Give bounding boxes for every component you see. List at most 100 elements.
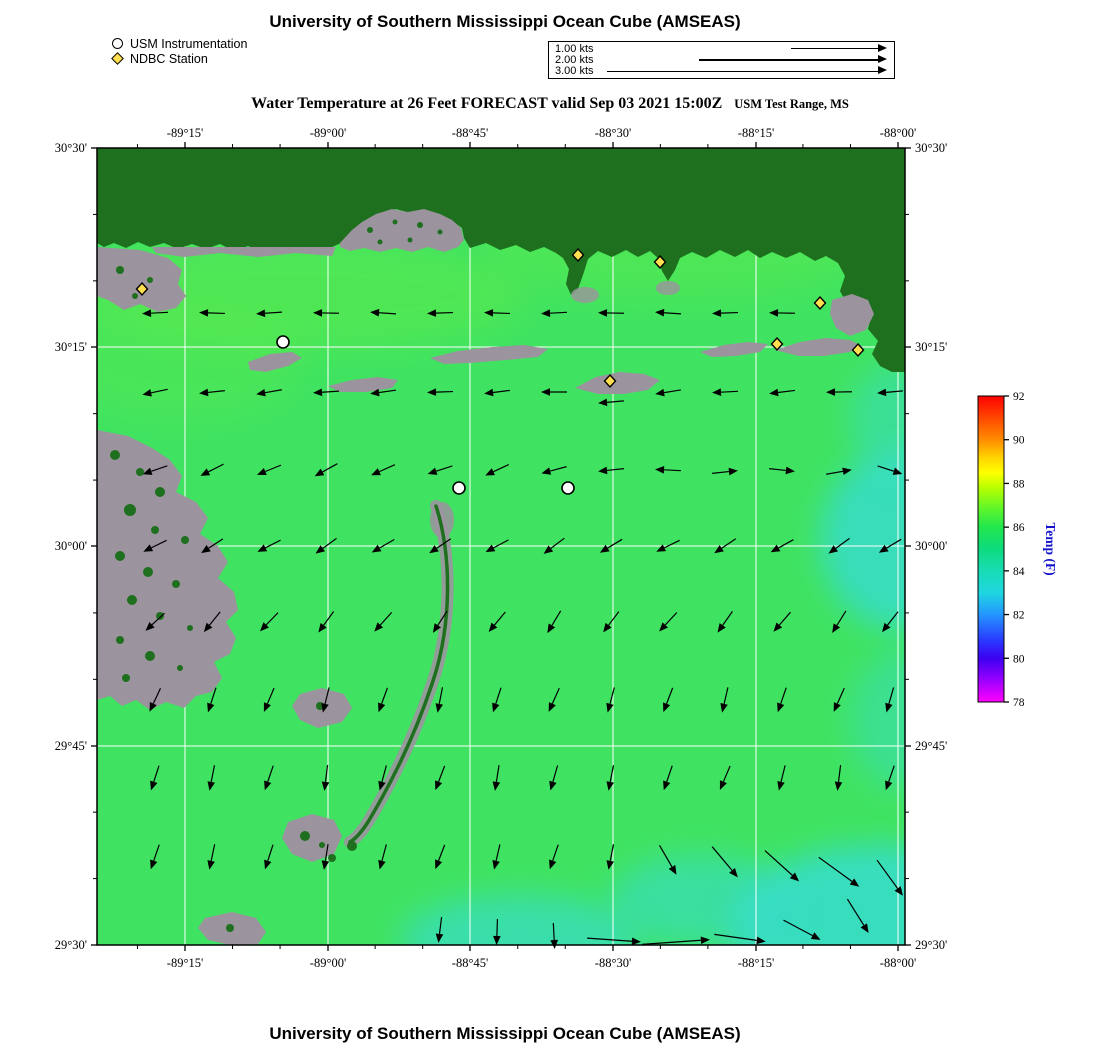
current-arrow-tail xyxy=(835,537,850,549)
current-arrow-tail xyxy=(549,311,568,314)
current-arrow-head xyxy=(432,623,442,633)
lat-label-right: 30°00' xyxy=(915,539,947,553)
colorbar-tick-label: 80 xyxy=(1013,653,1025,665)
current-arrow-tail xyxy=(435,311,454,314)
current-arrow-head xyxy=(263,702,271,712)
current-arrow-tail xyxy=(210,687,217,704)
current-arrow-tail xyxy=(886,538,902,549)
current-arrow-head xyxy=(769,309,779,317)
current-arrow-head xyxy=(484,388,494,397)
current-arrow-tail xyxy=(493,539,509,549)
current-arrow-tail xyxy=(379,538,395,549)
current-arrow-tail xyxy=(888,765,895,782)
current-arrow-tail xyxy=(783,919,813,937)
current-arrow-tail xyxy=(609,687,615,705)
legend-label-usm: USM Instrumentation xyxy=(130,36,248,51)
current-arrow-head xyxy=(828,545,838,554)
current-arrow-head xyxy=(659,622,669,632)
current-arrow-tail xyxy=(151,539,167,549)
current-arrow-head xyxy=(549,780,557,791)
lon-label-bottom: -88°15' xyxy=(738,956,774,970)
lat-label-left: 30°15' xyxy=(55,340,87,354)
current-arrow-tail xyxy=(324,844,329,862)
current-arrow-head xyxy=(199,388,209,397)
lon-label-top: -89°00' xyxy=(310,126,346,140)
current-arrow-tail xyxy=(876,859,899,889)
current-arrow-head xyxy=(150,780,158,791)
current-arrow-tail xyxy=(321,390,340,393)
current-arrows xyxy=(142,308,904,949)
current-arrow-tail xyxy=(210,844,216,862)
current-arrow-tail xyxy=(837,765,842,783)
lon-label-bottom: -88°45' xyxy=(452,956,488,970)
current-arrow-tail xyxy=(436,465,453,472)
current-arrow-tail xyxy=(150,311,169,314)
velocity-scale-box: 1.00 kts 2.00 kts 3.00 kts xyxy=(548,41,895,79)
cool-water-patch xyxy=(400,895,640,945)
barrier-island-dauphin xyxy=(775,338,862,356)
current-arrow-head xyxy=(655,308,665,317)
current-arrow-tail xyxy=(324,687,330,705)
forecast-subtitle: Water Temperature at 26 Feet FORECAST va… xyxy=(0,95,1100,113)
lat-label-left: 30°30' xyxy=(55,141,87,155)
current-arrow-head xyxy=(543,545,554,554)
current-arrow-tail xyxy=(207,390,225,394)
current-arrow-head xyxy=(881,622,891,633)
lat-label-right: 29°45' xyxy=(915,739,947,753)
current-arrow-tail xyxy=(846,898,865,926)
current-arrow-tail xyxy=(777,389,795,394)
current-arrow-tail xyxy=(153,844,160,861)
current-arrow-head xyxy=(860,923,869,933)
barrier-island-cat xyxy=(248,352,302,372)
current-arrow-head xyxy=(427,467,438,475)
current-arrow-tail xyxy=(207,312,226,315)
current-arrow-tail xyxy=(722,611,733,626)
current-arrow-tail xyxy=(551,610,562,626)
current-arrow-tail xyxy=(885,390,904,393)
lon-label-bottom: -89°15' xyxy=(167,956,203,970)
current-arrow-head xyxy=(892,467,903,475)
current-arrow-tail xyxy=(721,538,737,549)
current-arrow-tail xyxy=(722,765,731,782)
cool-water-patch xyxy=(610,855,790,945)
current-arrow-head xyxy=(656,544,667,552)
current-arrow-head xyxy=(606,860,614,870)
barrier-island-ship xyxy=(328,377,398,392)
current-arrow-head xyxy=(200,468,211,476)
current-arrow-tail xyxy=(265,612,279,626)
current-arrow-tail xyxy=(210,765,216,783)
current-arrow-tail xyxy=(438,917,443,935)
current-arrow-head xyxy=(318,623,327,633)
marsh-left-top xyxy=(97,247,186,312)
current-arrow-tail xyxy=(492,312,511,315)
current-arrow-tail xyxy=(887,611,899,626)
lon-label-bottom: -88°00' xyxy=(880,956,916,970)
current-arrow-head xyxy=(371,544,382,553)
ndbc-station-marker xyxy=(603,373,617,389)
current-arrow-head xyxy=(834,781,843,791)
current-arrow-tail xyxy=(663,312,682,315)
current-arrow-tail xyxy=(608,611,620,626)
current-arrow-tail xyxy=(322,537,337,549)
current-arrow-head xyxy=(142,389,152,397)
current-arrow-tail xyxy=(888,687,895,705)
current-arrow-head xyxy=(435,859,443,870)
current-arrow-tail xyxy=(720,390,739,393)
current-arrow-tail xyxy=(493,611,506,626)
current-arrow-head xyxy=(655,388,665,397)
usm-station-marker xyxy=(276,335,290,349)
bay-mouth-shoal xyxy=(656,281,680,295)
current-arrow-tail xyxy=(267,765,274,782)
current-arrow-head xyxy=(143,544,154,552)
station-markers xyxy=(135,247,865,495)
current-arrow-head xyxy=(314,468,325,477)
colorbar-gradient xyxy=(977,395,1005,703)
cool-water-patch xyxy=(850,650,905,790)
current-arrow-tail xyxy=(495,765,500,783)
current-arrow-head xyxy=(493,935,501,945)
page-title: University of Southern Mississippi Ocean… xyxy=(269,12,741,31)
current-arrow-head xyxy=(207,781,215,791)
current-arrow-head xyxy=(832,623,841,634)
current-arrow-head xyxy=(700,936,710,945)
current-arrow-head xyxy=(598,398,608,407)
